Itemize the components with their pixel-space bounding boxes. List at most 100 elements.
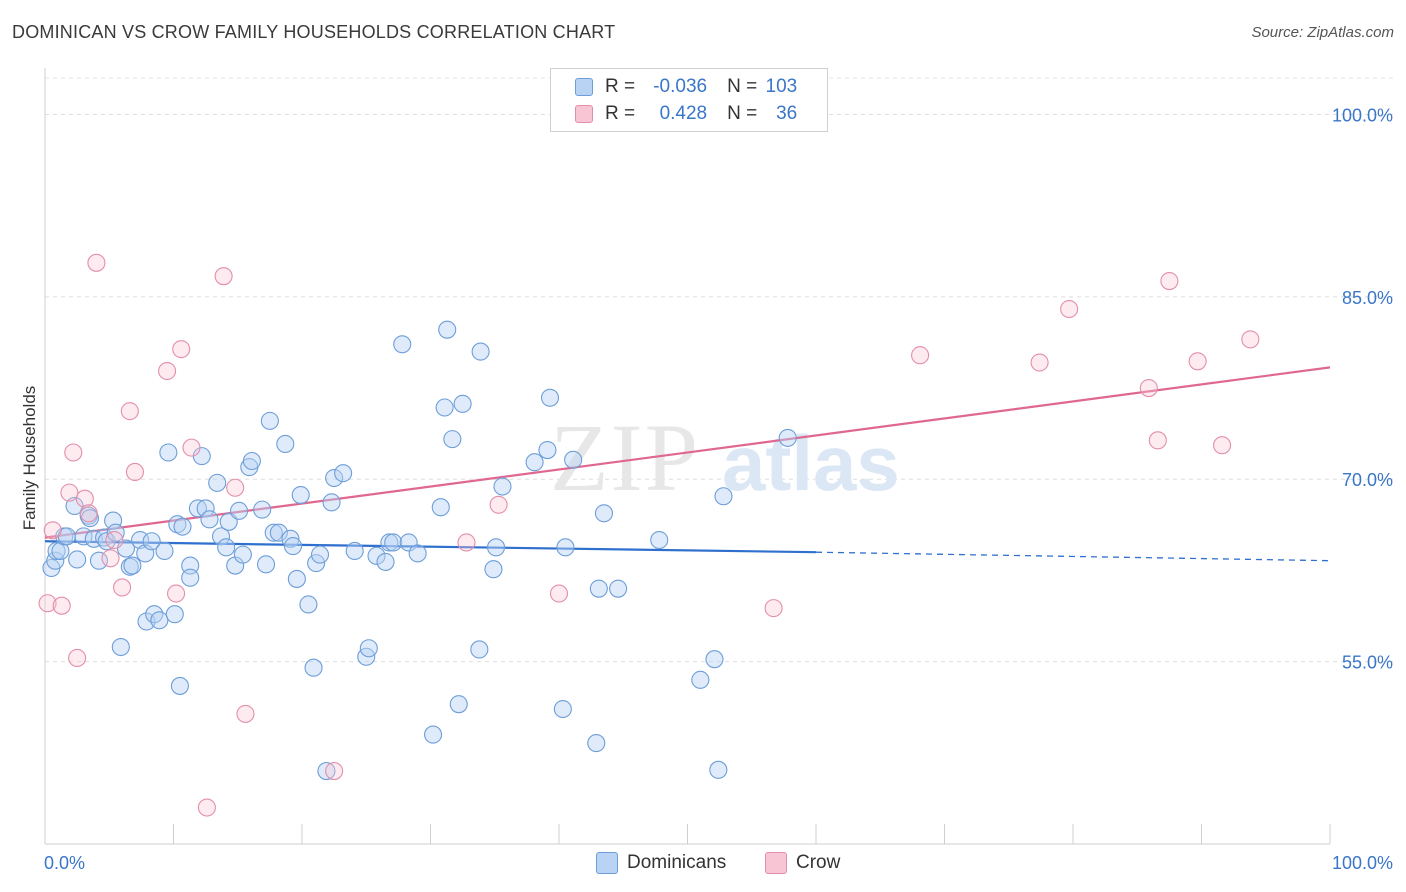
point-dominicans (150, 611, 169, 630)
point-dominicans (260, 411, 279, 430)
y-tick-label: 70.0% (1342, 470, 1393, 490)
point-dominicans (334, 464, 353, 483)
point-crow (236, 704, 255, 723)
legend-swatch-pink (765, 852, 787, 874)
legend-r-value: 0.428 (659, 103, 708, 124)
legend-n-value: 103 (765, 76, 798, 97)
point-dominicans (556, 538, 575, 557)
point-dominicans (165, 605, 184, 624)
point-dominicans (131, 530, 150, 550)
point-dominicans (714, 487, 733, 506)
point-crow (64, 443, 83, 462)
point-dominicans (211, 527, 231, 546)
point-dominicans (287, 569, 306, 588)
watermark-zip: ZIP (550, 404, 700, 511)
chart-title: DOMINICAN VS CROW FAMILY HOUSEHOLDS CORR… (12, 22, 616, 42)
chart-source: Source: ZipAtlas.com (1251, 24, 1394, 41)
trend-line-dominicans-extension (815, 551, 1331, 562)
point-dominicans (493, 477, 512, 496)
point-dominicans (553, 699, 572, 719)
point-dominicans (46, 551, 65, 570)
point-crow (113, 578, 132, 597)
x-tick-label: 100.0% (1332, 853, 1393, 873)
point-dominicans (431, 498, 450, 517)
point-dominicans (317, 761, 336, 781)
point-crow (105, 530, 124, 550)
gridlines (45, 77, 1394, 663)
point-dominicans (68, 550, 87, 569)
point-crow (52, 596, 71, 615)
trend-lines (44, 366, 1331, 562)
legend-n-label: N = (727, 103, 758, 124)
point-dominicans (111, 637, 130, 657)
point-crow (158, 361, 177, 381)
point-dominicans (217, 538, 236, 557)
point-dominicans (443, 430, 462, 449)
point-dominicans (359, 639, 378, 658)
point-dominicans (408, 544, 427, 563)
watermark-atlas: atlas (722, 419, 900, 507)
legend-item-dominicans[interactable]: Dominicans (596, 852, 726, 874)
point-crow (226, 478, 245, 497)
point-dominicans (380, 533, 399, 552)
point-crow (172, 340, 191, 359)
point-crow (79, 504, 98, 523)
point-crow (1148, 431, 1167, 450)
y-axis-title: Family Households (20, 386, 39, 531)
point-dominicans (307, 554, 326, 573)
point-dominicans (106, 523, 125, 542)
trend-line-crow (44, 366, 1331, 539)
point-dominicans (564, 450, 583, 469)
point-dominicans (376, 552, 395, 571)
point-dominicans (196, 499, 215, 518)
point-dominicans (281, 529, 300, 548)
point-dominicans (424, 725, 443, 744)
point-crow (214, 267, 233, 286)
point-dominicans (304, 658, 323, 677)
point-dominicans (264, 523, 283, 542)
point-dominicans (709, 760, 728, 779)
series-legend: Dominicans Crow (0, 852, 1406, 878)
legend-item-crow[interactable]: Crow (765, 852, 840, 874)
point-dominicans (778, 428, 797, 447)
point-dominicans (587, 734, 606, 753)
legend-r-label: R = (605, 76, 636, 97)
point-dominicans (470, 640, 489, 659)
point-dominicans (65, 496, 84, 516)
point-dominicans (484, 560, 503, 579)
point-crow (1241, 330, 1260, 349)
point-dominicans (283, 537, 303, 556)
point-crow (1188, 352, 1207, 371)
data-points (38, 253, 1260, 817)
point-dominicans (170, 676, 189, 695)
point-dominicans (159, 443, 178, 462)
axes (44, 68, 1331, 845)
point-dominicans (540, 388, 560, 407)
point-dominicans (188, 499, 207, 518)
point-dominicans (705, 650, 724, 669)
point-crow (125, 462, 144, 481)
point-crow (87, 253, 106, 272)
point-dominicans (650, 530, 669, 550)
point-dominicans (471, 342, 490, 361)
legend-row-dominicans: R = -0.036 N = 103 (575, 75, 797, 99)
point-dominicans (276, 434, 295, 454)
point-dominicans (384, 533, 403, 552)
legend-label-crow: Crow (796, 852, 841, 873)
point-crow (1060, 299, 1079, 319)
point-dominicans (538, 441, 557, 460)
point-dominicans (256, 555, 276, 574)
legend-row-crow: R = 0.428 N = 36 (575, 102, 797, 126)
point-dominicans (47, 541, 66, 561)
point-crow (325, 761, 344, 781)
point-dominicans (594, 504, 614, 523)
point-crow (489, 495, 508, 514)
correlation-legend: R = -0.036 N = 103 R = 0.428 N = 36 (550, 68, 828, 132)
legend-swatch-blue (575, 78, 593, 96)
point-crow (120, 402, 139, 421)
point-dominicans (229, 501, 249, 520)
point-crow (197, 798, 216, 817)
tick-labels: 55.0% 70.0% 85.0% 100.0% 0.0% 100.0% Family Ho… (20, 105, 1393, 873)
y-tick-label: 85.0% (1342, 288, 1393, 308)
legend-swatch-pink (575, 105, 593, 123)
